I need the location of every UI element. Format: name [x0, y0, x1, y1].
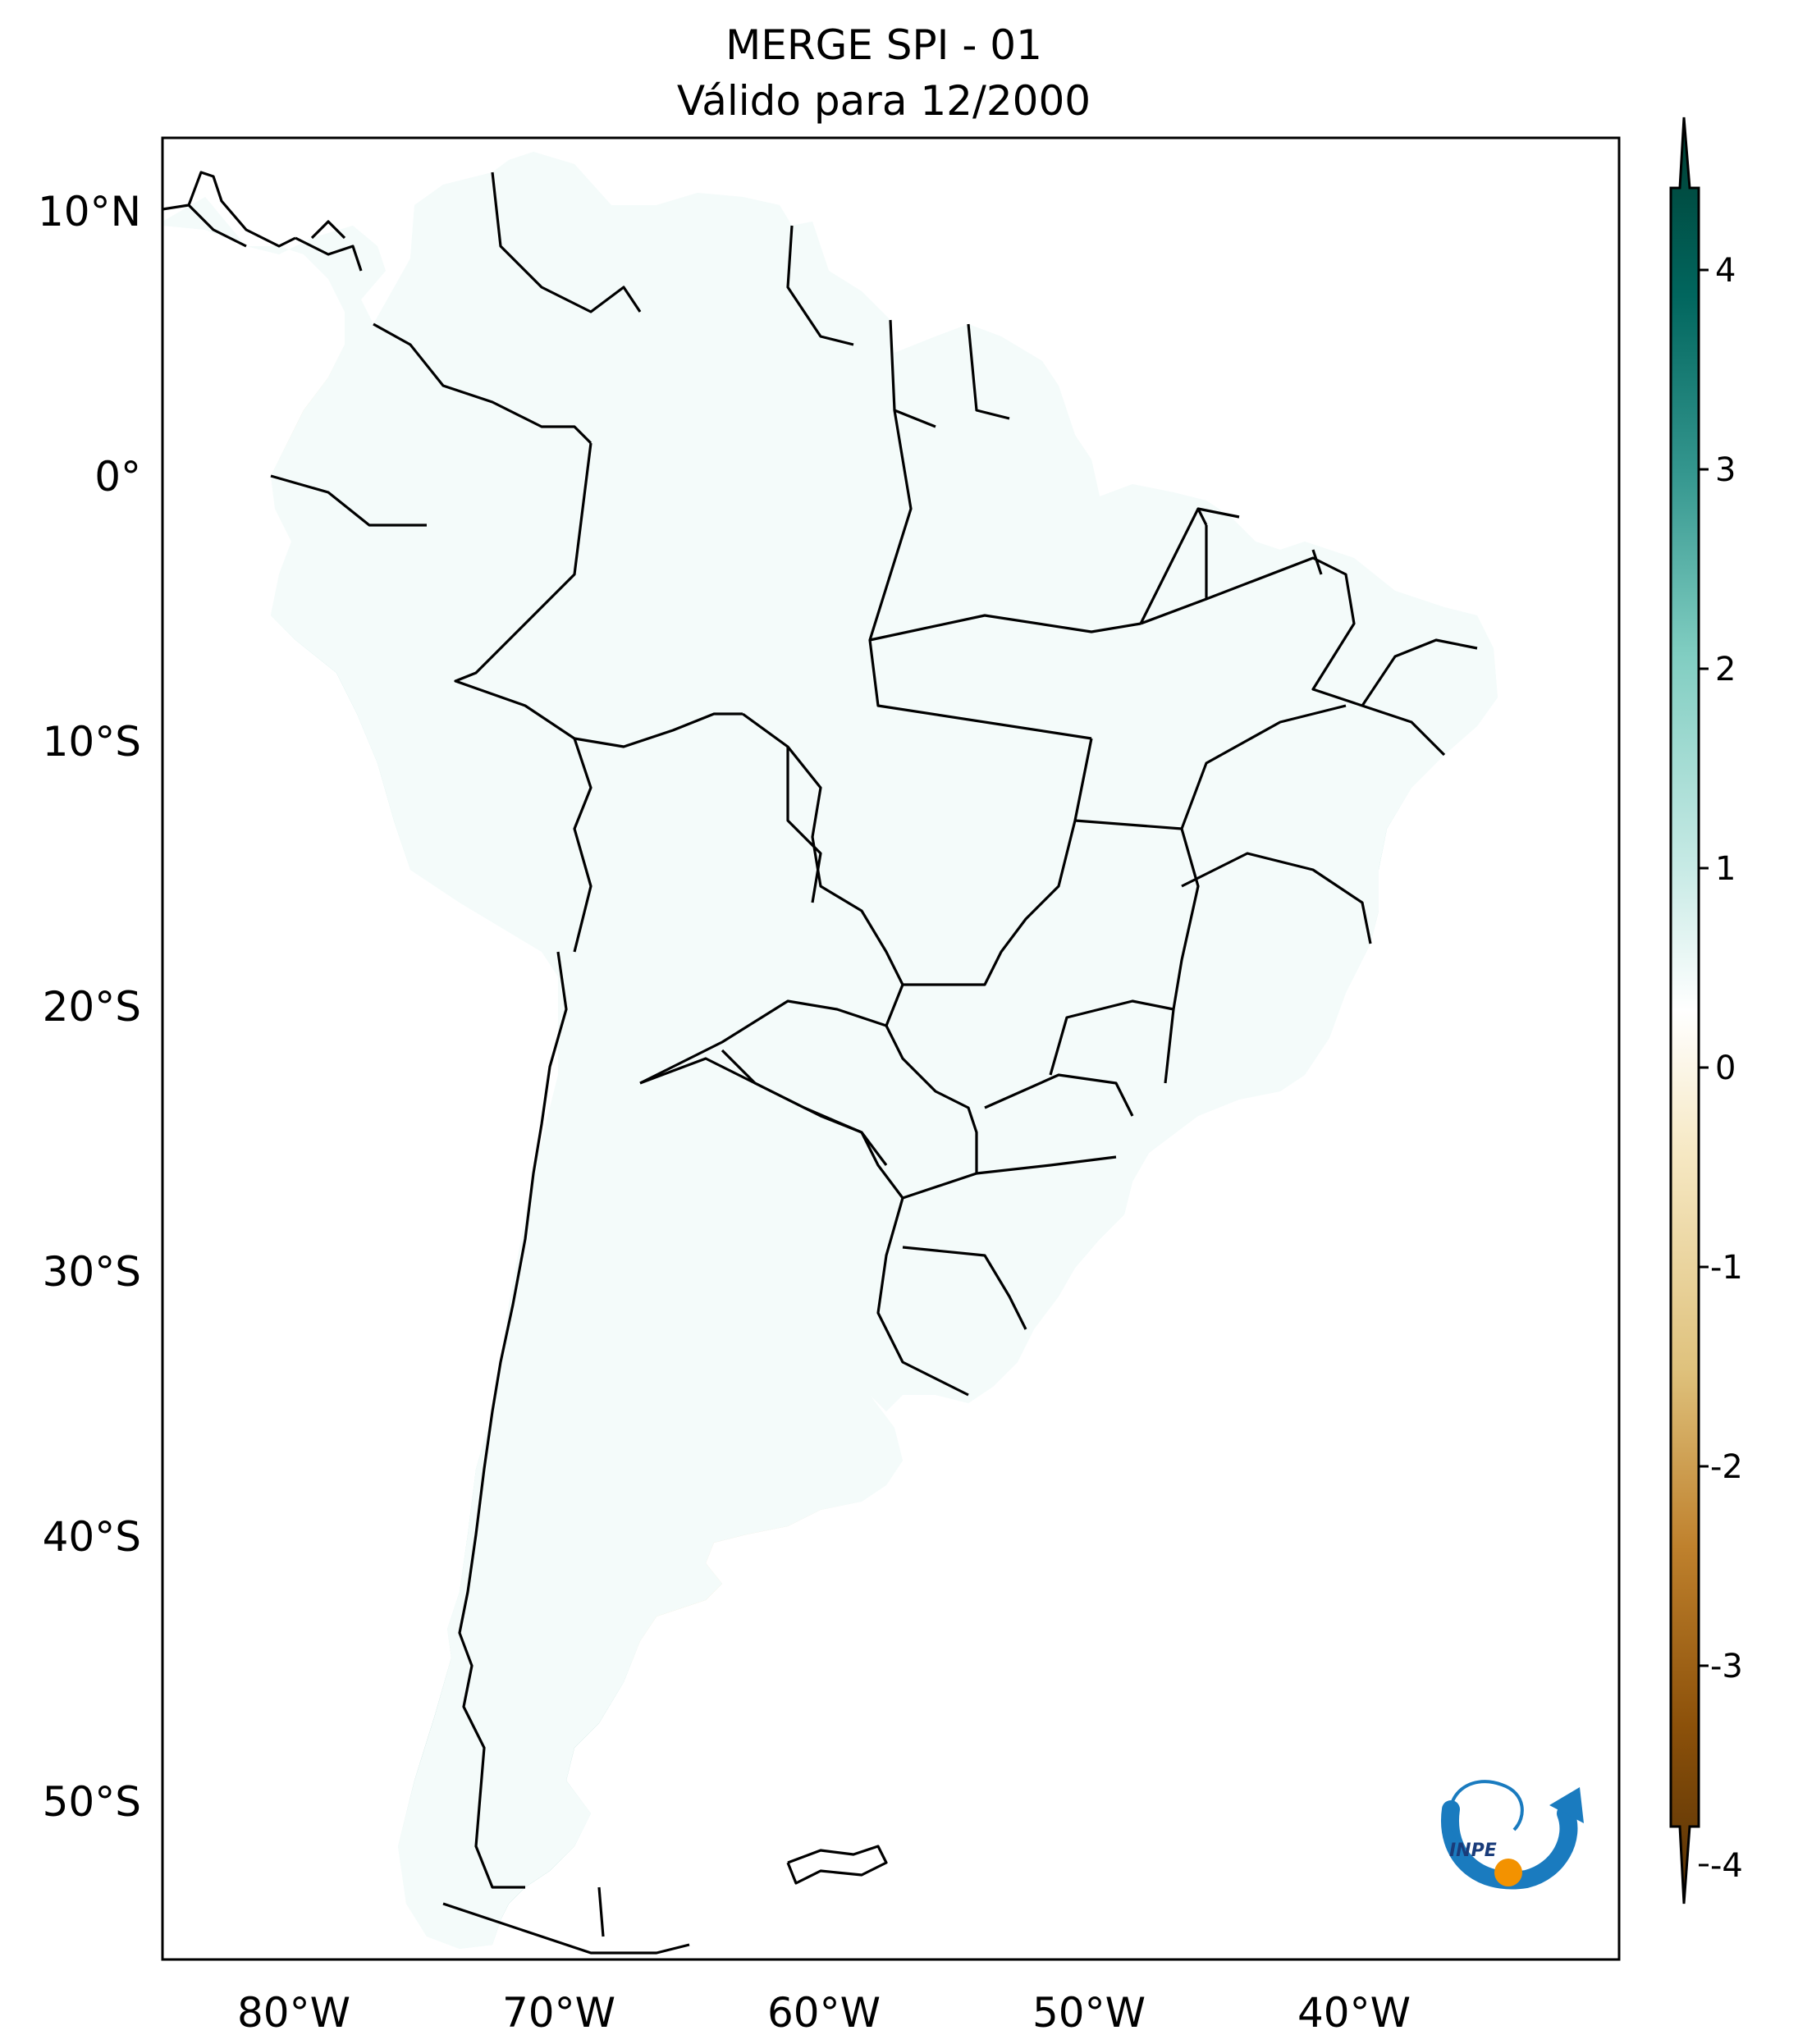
colorbar-tick-label: 3: [1715, 451, 1736, 489]
lat-tick-label: 50°S: [43, 1778, 141, 1826]
lat-tick-label: 20°S: [43, 983, 141, 1031]
lon-tick-label: 70°W: [502, 1989, 615, 2037]
logo-sun-icon: [1494, 1859, 1522, 1886]
colorbar-tick-label: -1: [1710, 1249, 1743, 1287]
map-frame: [161, 136, 1621, 1961]
colorbar-tick-label: 4: [1715, 252, 1736, 290]
lon-tick-label: 40°W: [1297, 1989, 1411, 2037]
colorbar-tick-label: 2: [1715, 651, 1736, 688]
colorbar-tick-label: -3: [1710, 1648, 1743, 1685]
inpe-logo: INPE: [1441, 1780, 1584, 1890]
lat-tick-label: 10°N: [38, 188, 141, 235]
colorbar: [1669, 117, 1709, 1905]
colorbar-tick-label: -4: [1710, 1847, 1743, 1885]
colorbar-tick-labels: 4 3 2 1 0 -1 -2 -3 -4: [1710, 252, 1743, 1885]
map-axes: [162, 138, 1619, 1959]
lat-tick-label: 0°: [94, 453, 141, 501]
logo-orbit-icon: [1448, 1780, 1524, 1839]
logo-swoosh-icon: [1441, 1800, 1578, 1890]
logo-arrow-icon: [1549, 1787, 1584, 1823]
latitude-labels: 10°N 0° 10°S 20°S 30°S 40°S 50°S: [38, 188, 141, 1826]
colorbar-tick-label: 0: [1715, 1049, 1736, 1087]
lat-tick-label: 30°S: [43, 1248, 141, 1296]
colorbar-bar: [1669, 117, 1700, 1905]
lon-tick-label: 80°W: [237, 1989, 350, 2037]
logo-text: INPE: [1449, 1841, 1497, 1861]
political-boundaries: [162, 150, 1499, 1955]
title-line-2: Válido para 12/2000: [677, 77, 1091, 125]
lat-tick-label: 40°S: [43, 1513, 141, 1561]
lon-tick-label: 50°W: [1032, 1989, 1146, 2037]
title-line-1: MERGE SPI - 01: [725, 21, 1042, 69]
lat-tick-label: 10°S: [43, 718, 141, 766]
colorbar-tick-label: 1: [1715, 850, 1736, 888]
colorbar-tick-label: -2: [1710, 1448, 1743, 1486]
longitude-labels: 80°W 70°W 60°W 50°W 40°W: [237, 1989, 1411, 2037]
lon-tick-label: 60°W: [767, 1989, 881, 2037]
